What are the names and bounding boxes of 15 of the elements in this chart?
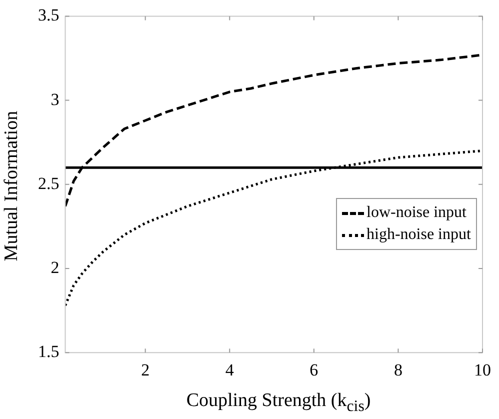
x-axis-title: Coupling Strength (k$_{cis}$) bbox=[185, 390, 372, 416]
y-axis-title: Mutual Information bbox=[1, 110, 23, 264]
x-tick-label: 2 bbox=[141, 360, 150, 380]
x-tick-label: 8 bbox=[394, 360, 402, 380]
y-tick-label: 2.5 bbox=[38, 174, 60, 193]
y-tick-label: 1.5 bbox=[38, 342, 60, 362]
legend-label: low-noise input bbox=[366, 203, 466, 224]
line-series bbox=[65, 150, 482, 307]
x-tick-label: 10 bbox=[474, 360, 491, 380]
legend-label: high-noise input bbox=[366, 225, 471, 246]
y-tick-label: 2 bbox=[50, 258, 60, 277]
x-tick-label: 4 bbox=[225, 360, 234, 380]
y-tick-label: 3.5 bbox=[38, 6, 60, 25]
y-tick-label: 3 bbox=[50, 90, 60, 109]
x-tick-label: 6 bbox=[310, 360, 318, 380]
